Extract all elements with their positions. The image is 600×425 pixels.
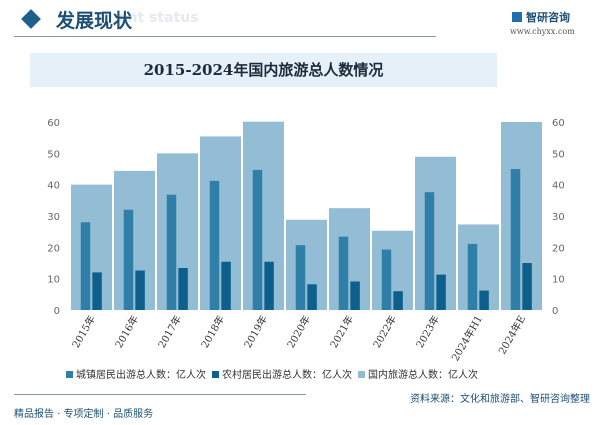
bar-urban	[123, 209, 134, 310]
bar-total	[415, 156, 456, 310]
bar-total	[458, 224, 499, 310]
bar-rural	[479, 290, 489, 310]
bar-urban	[467, 243, 478, 310]
bar-total	[372, 230, 413, 310]
bar-total	[243, 121, 284, 310]
bar-rural	[307, 284, 317, 310]
y-tick-left: 30	[47, 212, 60, 223]
bar-rural	[522, 263, 532, 310]
logo-text: 智研咨询	[526, 11, 570, 24]
x-tick-label: 2023年	[413, 313, 442, 350]
footer-divider	[14, 394, 306, 395]
chart: 0 0 10 10 20 20 30 30 40 40 50 50 60 60 2015年 2016年 2017…	[47, 118, 565, 363]
x-tick-label: 2022年	[370, 313, 399, 350]
y-tick-right: 0	[552, 306, 558, 317]
bar-rural	[393, 291, 403, 310]
header-title: 发展现状	[56, 10, 133, 32]
x-tick-label: 2021年	[327, 313, 356, 350]
bar-urban	[381, 249, 392, 310]
y-tick-left: 50	[47, 149, 60, 160]
y-tick-left: 40	[47, 181, 60, 192]
source-note: 资料来源：文化和旅游部、智研咨询整理	[410, 394, 590, 405]
y-tick-right: 10	[552, 275, 565, 286]
chart-title: 2015-2024年国内旅游总人数情况	[30, 53, 497, 87]
bar-urban	[252, 169, 263, 310]
y-tick-right: 20	[552, 243, 565, 254]
bar-rural	[178, 268, 188, 310]
legend: 城镇居民出游总人数：亿人次 农村居民出游总人数：亿人次 国内旅游总人数：亿人次	[66, 366, 478, 381]
legend-item-total: 国内旅游总人数：亿人次	[358, 366, 478, 381]
y-tick-left: 20	[47, 243, 60, 254]
bar-urban	[80, 222, 91, 310]
bar-total	[114, 170, 155, 310]
bar-urban	[424, 192, 435, 310]
header-subtitle: ent status	[118, 10, 199, 26]
bar-urban	[338, 236, 349, 310]
bar-rural	[436, 274, 446, 310]
y-tick-right: 30	[552, 212, 565, 223]
bar-total	[501, 122, 542, 310]
x-tick-label: 2024年E	[495, 313, 528, 357]
bar-total	[329, 208, 370, 310]
diamond-icon	[21, 9, 41, 29]
bar-urban	[295, 245, 306, 310]
x-tick-label: 2016年	[112, 313, 141, 350]
logo-icon	[512, 12, 522, 22]
y-tick-right: 40	[552, 181, 565, 192]
x-tick-label: 2015年	[69, 313, 98, 350]
legend-item-urban: 城镇居民出游总人数：亿人次	[66, 366, 206, 381]
y-tick-right: 60	[552, 118, 565, 129]
x-tick-label: 2019年	[241, 313, 270, 350]
bar-rural	[221, 261, 231, 310]
x-tick-label: 2024年H1	[449, 313, 486, 363]
bar-total	[157, 153, 198, 310]
url: www.chyxx.com	[510, 27, 575, 36]
header-divider	[14, 36, 436, 37]
y-tick-left: 10	[47, 275, 60, 286]
bar-urban	[209, 180, 220, 310]
y-tick-left: 60	[47, 118, 60, 129]
bar-urban	[166, 194, 177, 310]
y-tick-right: 50	[552, 149, 565, 160]
bar-urban	[510, 169, 521, 310]
x-tick-label: 2017年	[155, 313, 184, 350]
logo: 智研咨询	[512, 9, 570, 25]
bar-total	[286, 219, 327, 310]
bar-rural	[135, 270, 145, 310]
x-tick-label: 2020年	[284, 313, 313, 350]
bar-total	[71, 184, 112, 310]
bar-rural	[264, 261, 274, 310]
bar-rural	[350, 281, 360, 310]
bar-rural	[92, 272, 102, 310]
x-tick-label: 2018年	[198, 313, 227, 350]
y-tick-left: 0	[54, 306, 60, 317]
footer-slogan: 精品报告 · 专项定制 · 品质服务	[14, 409, 154, 420]
legend-item-rural: 农村居民出游总人数：亿人次	[212, 366, 352, 381]
bar-total	[200, 136, 241, 310]
